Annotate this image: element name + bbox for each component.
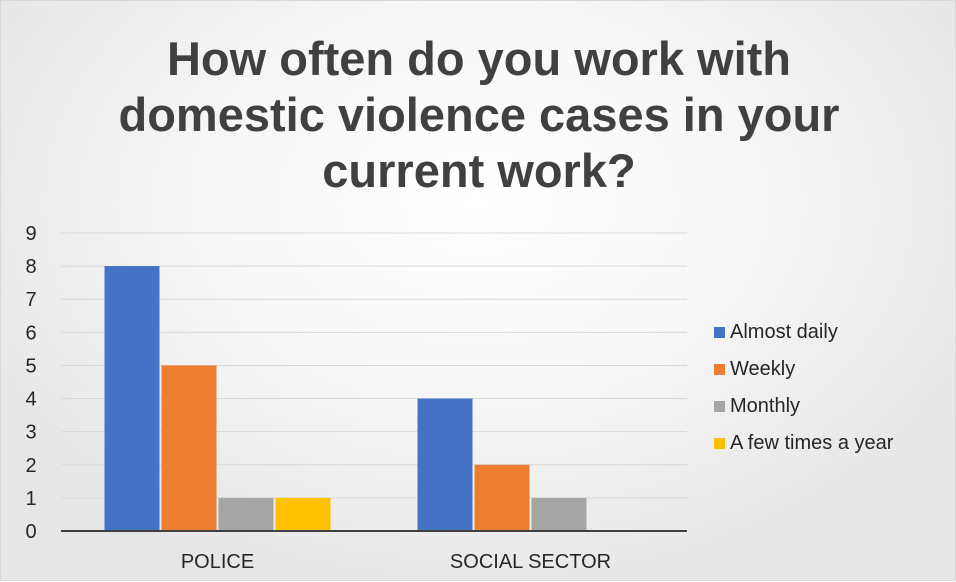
y-tick-label: 7 xyxy=(25,289,36,311)
y-tick-label: 2 xyxy=(25,455,36,477)
bar-weekly xyxy=(161,365,217,531)
legend-item: Monthly xyxy=(714,388,893,425)
y-tick-label: 1 xyxy=(25,488,36,510)
bar-almost-daily xyxy=(417,398,473,531)
y-tick-label: 4 xyxy=(25,389,36,411)
legend-label: Monthly xyxy=(730,395,801,417)
bar-monthly xyxy=(531,497,587,531)
bar-a-few-times-a-year xyxy=(275,497,331,531)
y-tick-label: 8 xyxy=(25,256,36,278)
legend-swatch xyxy=(714,327,725,338)
y-tick-label: 3 xyxy=(25,422,36,444)
bar-almost-daily xyxy=(104,266,160,531)
y-tick-label: 9 xyxy=(25,223,36,245)
legend-label: A few times a year xyxy=(730,432,894,454)
legend-swatch xyxy=(714,364,725,375)
legend: Almost daily Weekly Monthly A few times a y… xyxy=(714,314,893,462)
legend-label: Almost daily xyxy=(730,321,838,343)
chart-title: How often do you work with domestic viol… xyxy=(118,32,840,197)
x-category-label: POLICE xyxy=(181,551,254,573)
legend-item: Almost daily xyxy=(714,314,893,351)
y-tick-label: 6 xyxy=(25,322,36,344)
legend-item: A few times a year xyxy=(714,425,893,462)
legend-label: Weekly xyxy=(730,358,796,380)
bar-weekly xyxy=(474,464,530,531)
legend-item: Weekly xyxy=(714,351,893,388)
legend-swatch xyxy=(714,438,725,449)
bar-monthly xyxy=(218,497,274,531)
x-category-label: SOCIAL SECTOR xyxy=(450,551,611,573)
legend-swatch xyxy=(714,401,725,412)
y-tick-label: 0 xyxy=(25,521,36,543)
y-tick-label: 5 xyxy=(25,355,36,377)
